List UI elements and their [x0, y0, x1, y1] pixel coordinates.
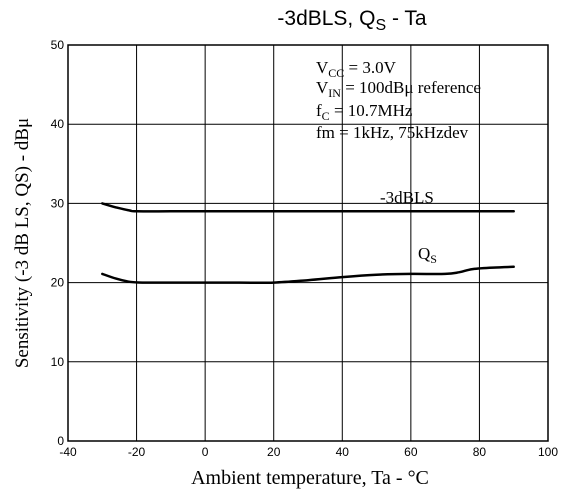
chart-title-main: -3dBLS, Q: [277, 7, 375, 30]
annotation-fm: fm = 1kHz, 75kHzdev: [316, 123, 469, 142]
y-tick-label: 10: [51, 355, 65, 369]
conditions-annotation: VCC = 3.0V VIN = 100dBμ reference fC = 1…: [316, 58, 481, 142]
annotation-vcc: VCC = 3.0V: [316, 58, 397, 80]
annotation-fc: fC = 10.7MHz: [316, 101, 413, 123]
plot-frame: [67, 44, 549, 442]
y-tick-label: 30: [51, 196, 65, 210]
x-tick-label: 100: [538, 445, 558, 459]
y-axis-label: Sensitivity (-3 dB LS, QS) - dBμ: [12, 118, 33, 368]
y-tick-label: 40: [51, 117, 65, 131]
series-line-3dbls: [101, 202, 515, 213]
series-label-3dbls: -3dBLS: [380, 188, 434, 207]
x-tick-label: 20: [267, 445, 281, 459]
tick-labels: -40 -20 0 20 40 60 80 100 0 10 20 30 40 50: [51, 38, 559, 459]
x-axis-label: Ambient temperature, Ta - °C: [191, 467, 429, 489]
series-line-qs: [101, 265, 515, 285]
x-tick-label: 80: [473, 445, 487, 459]
x-tick-label: -40: [59, 445, 77, 459]
y-tick-label: 50: [51, 38, 65, 52]
y-tick-label: 0: [57, 434, 64, 448]
series: [101, 202, 515, 285]
y-tick-label: 20: [51, 276, 65, 290]
chart-title-sub: S: [375, 17, 386, 34]
chart-title-tail: - Ta: [386, 7, 427, 30]
x-tick-label: 40: [336, 445, 350, 459]
series-label-qs: QS: [418, 244, 437, 266]
x-tick-label: -20: [128, 445, 146, 459]
annotation-vin: VIN = 100dBμ reference: [316, 78, 481, 100]
x-tick-label: 60: [404, 445, 418, 459]
x-tick-label: 0: [202, 445, 209, 459]
chart-title: -3dBLS, QS - Ta: [277, 7, 427, 34]
grid: [68, 45, 548, 441]
